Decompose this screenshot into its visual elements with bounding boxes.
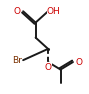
Text: O: O <box>45 63 52 72</box>
Text: O: O <box>75 58 82 67</box>
Text: OH: OH <box>47 7 61 16</box>
Text: O: O <box>14 7 21 16</box>
Text: Br: Br <box>12 56 22 65</box>
